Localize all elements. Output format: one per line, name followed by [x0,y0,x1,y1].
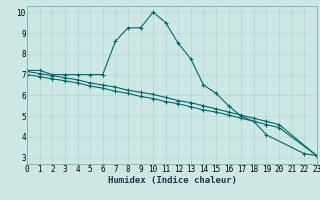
X-axis label: Humidex (Indice chaleur): Humidex (Indice chaleur) [108,176,236,185]
